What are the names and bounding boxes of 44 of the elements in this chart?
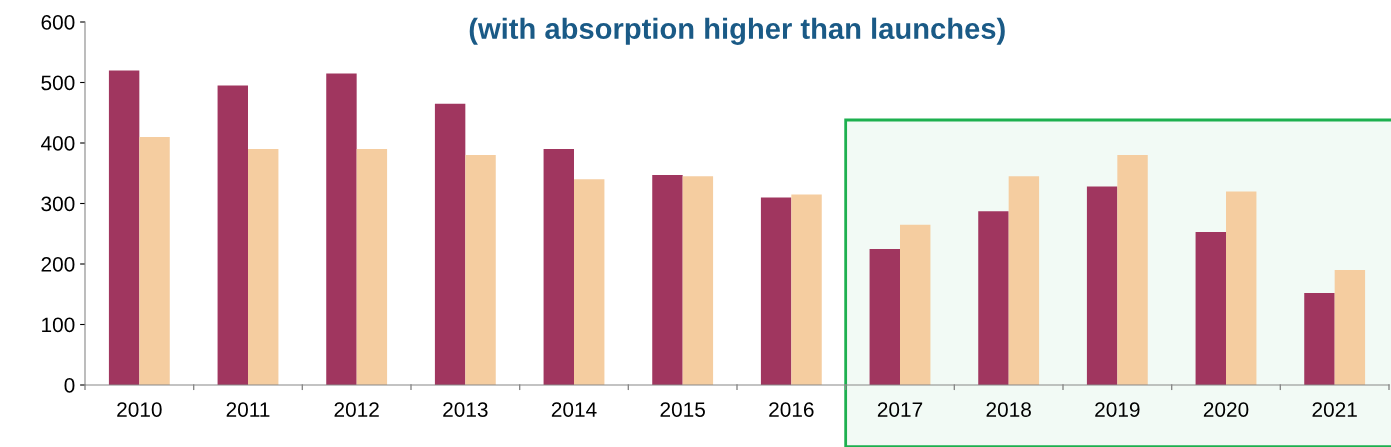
bar <box>217 85 248 385</box>
bar <box>652 175 683 385</box>
bar <box>574 179 605 385</box>
x-tick-label: 2021 <box>1312 402 1357 417</box>
y-tick-label: 300 <box>41 196 75 212</box>
bar <box>1117 155 1148 385</box>
y-tick-label: 200 <box>41 257 75 272</box>
x-tick-label: 2017 <box>877 402 923 417</box>
bar <box>543 149 574 385</box>
bar <box>682 176 714 385</box>
bar <box>978 211 1009 385</box>
bar <box>139 136 170 385</box>
bar <box>1086 186 1118 385</box>
x-tick-label: 2020 <box>1203 402 1249 417</box>
y-tick-label: 100 <box>42 317 75 333</box>
y-tick-label: 600 <box>41 15 75 30</box>
bar <box>1195 231 1226 385</box>
bar <box>791 194 822 385</box>
bar <box>434 103 466 385</box>
bar <box>869 248 900 385</box>
y-tick-label: 400 <box>41 136 75 151</box>
bar <box>356 149 388 385</box>
x-tick-label: 2018 <box>986 402 1031 417</box>
x-tick-label: 2010 <box>117 402 162 417</box>
bar <box>1226 191 1257 385</box>
bar <box>465 155 496 385</box>
x-tick-label: 2011 <box>226 402 270 417</box>
y-tick-label: 0 <box>64 378 75 393</box>
x-tick-label: 2014 <box>551 402 597 417</box>
bar <box>1008 176 1040 385</box>
y-tick-label: 500 <box>41 75 75 91</box>
x-tick-label: 2019 <box>1095 402 1140 417</box>
x-tick-label: 2015 <box>660 402 705 417</box>
x-tick-label: 2012 <box>334 402 379 417</box>
bar <box>1304 293 1335 385</box>
chart-title: (with absorption higher than launches) <box>469 17 1005 45</box>
bar <box>108 70 140 385</box>
bar <box>900 224 931 385</box>
x-tick-label: 2013 <box>443 402 488 417</box>
bar <box>248 149 279 385</box>
x-tick-label: 2016 <box>769 402 814 417</box>
bar <box>760 197 792 385</box>
bar <box>1334 270 1366 385</box>
bar <box>326 73 357 385</box>
